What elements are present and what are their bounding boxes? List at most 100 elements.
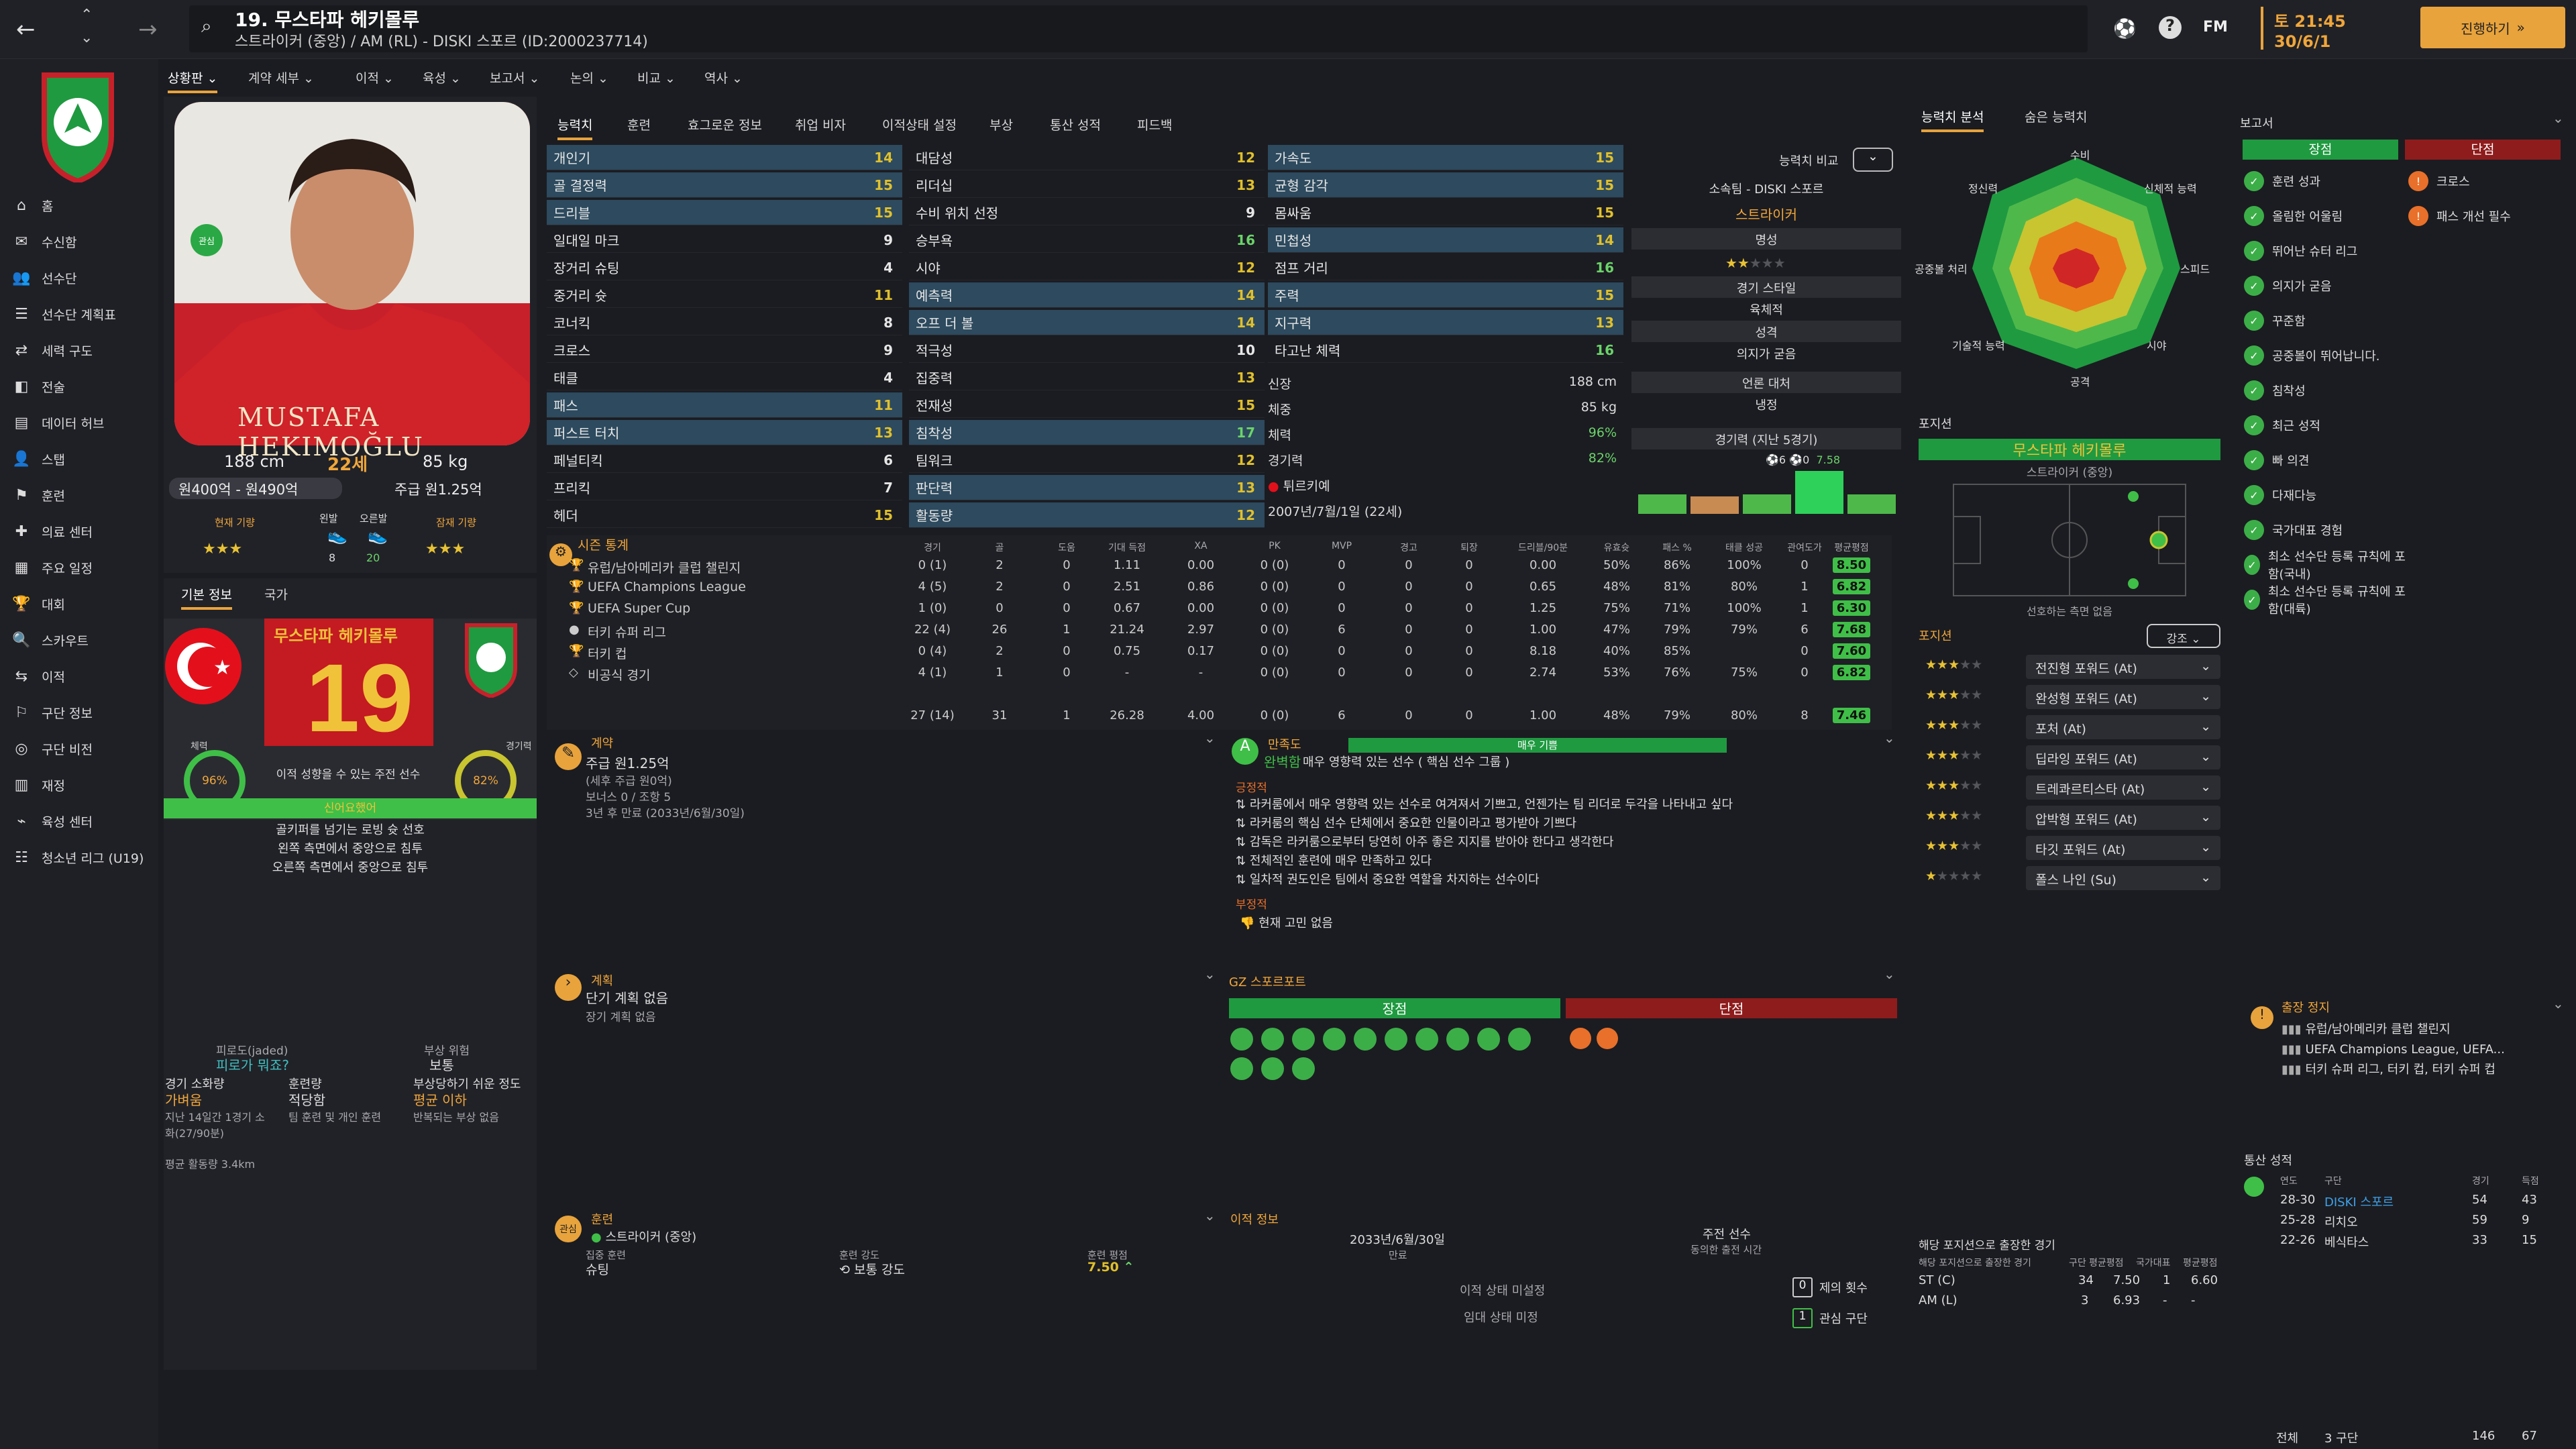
- attribute-row[interactable]: 집중력 13: [909, 365, 1265, 390]
- suspension-title[interactable]: 출장 정지: [2282, 1001, 2330, 1015]
- plans-title[interactable]: 계획: [591, 974, 614, 988]
- attribute-row[interactable]: 페널티킥 6: [547, 447, 902, 473]
- help-icon[interactable]: ?: [2159, 16, 2182, 39]
- season-competition[interactable]: 터키 컵: [588, 647, 627, 661]
- attribute-row[interactable]: 몸싸움 15: [1268, 200, 1623, 225]
- soccer-ball-icon[interactable]: ⚽: [2113, 17, 2137, 40]
- chevron-up-icon[interactable]: ⌃: [80, 7, 93, 23]
- sidebar-item[interactable]: ✚ 의료 센터: [0, 514, 158, 549]
- search-icon[interactable]: ⌕: [201, 15, 212, 37]
- compare-dropdown[interactable]: ⌄: [1853, 148, 1893, 172]
- attribute-row[interactable]: 헤더 15: [547, 502, 902, 528]
- tab-basic-info[interactable]: 기본 정보: [181, 585, 232, 610]
- role-row[interactable]: ★★★★★ 타깃 포워드 (At) ⌄: [1919, 835, 2220, 861]
- role-select[interactable]: 딥라잉 포워드 (At) ⌄: [2026, 745, 2220, 769]
- strength-icon[interactable]: [1354, 1028, 1377, 1051]
- contract-title[interactable]: 계약: [591, 737, 614, 751]
- role-select[interactable]: 폴스 나인 (Su) ⌄: [2026, 866, 2220, 890]
- contract-chevron-icon[interactable]: ⌄: [1204, 730, 1216, 746]
- plans-chevron-icon[interactable]: ⌄: [1204, 966, 1216, 982]
- report-strength[interactable]: ✓ 훈련 성과: [2244, 168, 2412, 195]
- tab-nation[interactable]: 국가: [264, 588, 288, 602]
- role-row[interactable]: ★★★★★ 완성형 포워드 (At) ⌄: [1919, 684, 2220, 710]
- sidebar-item[interactable]: ▦ 주요 일정: [0, 550, 158, 585]
- attribute-row[interactable]: 주력 15: [1268, 282, 1623, 308]
- report-strength[interactable]: ✓ 공중볼이 뛰어납니다.: [2244, 342, 2412, 369]
- attribute-row[interactable]: 리더십 13: [909, 172, 1265, 198]
- attribute-row[interactable]: 판단력 13: [909, 475, 1265, 500]
- sidebar-item[interactable]: ⚑ 훈련: [0, 478, 158, 513]
- central-tab[interactable]: 취업 비자: [795, 118, 846, 133]
- report-strength[interactable]: ✓ 침착성: [2244, 377, 2412, 404]
- submenu-item[interactable]: 육성 ⌄: [423, 71, 461, 86]
- central-tab[interactable]: 효그로운 정보: [688, 118, 762, 133]
- attribute-row[interactable]: 가속도 15: [1268, 145, 1623, 170]
- central-tab[interactable]: 이적상태 설정: [882, 118, 957, 133]
- attribute-row[interactable]: 승부욕 16: [909, 227, 1265, 253]
- sidebar-item[interactable]: ✉ 수신함: [0, 224, 158, 259]
- submenu-item[interactable]: 역사 ⌄: [704, 71, 743, 86]
- career-club[interactable]: DISKI 스포르: [2324, 1195, 2394, 1210]
- role-select[interactable]: 트레콰르티스타 (At) ⌄: [2026, 775, 2220, 800]
- positions-title[interactable]: 포지션: [1919, 629, 1952, 643]
- sidebar-item[interactable]: ☰ 선수단 계획표: [0, 297, 158, 331]
- sidebar-item[interactable]: 👥 선수단: [0, 260, 158, 295]
- sidebar-item[interactable]: ⚐ 구단 정보: [0, 695, 158, 730]
- strength-icon[interactable]: [1446, 1028, 1469, 1051]
- season-competition[interactable]: 비공식 경기: [588, 668, 651, 683]
- career-club[interactable]: 베식타스: [2324, 1236, 2369, 1250]
- sidebar-item[interactable]: ⌁ 육성 센터: [0, 804, 158, 839]
- sidebar-item[interactable]: ⌂ 홈: [0, 188, 158, 223]
- gz-title[interactable]: GZ 스포르포트: [1229, 975, 1306, 989]
- sidebar-item[interactable]: ◧ 전술: [0, 369, 158, 404]
- role-select[interactable]: 타깃 포워드 (At) ⌄: [2026, 836, 2220, 860]
- attribute-row[interactable]: 크로스 9: [547, 337, 902, 363]
- submenu-item[interactable]: 상황판 ⌄: [168, 68, 218, 93]
- central-tab[interactable]: 피드백: [1137, 118, 1173, 133]
- attribute-row[interactable]: 오프 더 볼 14: [909, 310, 1265, 335]
- report-strength[interactable]: ✓ 다재다능: [2244, 482, 2412, 508]
- attribute-row[interactable]: 장거리 슈팅 4: [547, 255, 902, 280]
- back-arrow-icon[interactable]: ←: [16, 16, 36, 43]
- report-chevron-icon[interactable]: ⌄: [2553, 110, 2564, 126]
- submenu-item[interactable]: 논의 ⌄: [570, 71, 608, 86]
- submenu-item[interactable]: 비교 ⌄: [637, 71, 676, 86]
- role-select[interactable]: 전진형 포워드 (At) ⌄: [2026, 655, 2220, 679]
- sidebar-item[interactable]: ⇄ 세력 구도: [0, 333, 158, 368]
- attribute-row[interactable]: 민첩성 14: [1268, 227, 1623, 253]
- transfer-title[interactable]: 이적 정보: [1230, 1213, 1279, 1227]
- attribute-row[interactable]: 중거리 슛 11: [547, 282, 902, 308]
- report-strength[interactable]: ✓ 국가대표 경험: [2244, 517, 2412, 543]
- strength-icon[interactable]: [1261, 1028, 1284, 1051]
- attribute-row[interactable]: 침착성 17: [909, 420, 1265, 445]
- report-strength[interactable]: ✓ 최근 성적: [2244, 412, 2412, 439]
- report-weakness[interactable]: ! 크로스: [2408, 168, 2563, 195]
- role-select[interactable]: 포처 (At) ⌄: [2026, 715, 2220, 739]
- role-select[interactable]: 완성형 포워드 (At) ⌄: [2026, 685, 2220, 709]
- gz-chevron-icon[interactable]: ⌄: [1884, 966, 1895, 982]
- strength-icon[interactable]: [1292, 1057, 1315, 1080]
- report-weakness[interactable]: ! 패스 개선 필수: [2408, 203, 2563, 229]
- attribute-row[interactable]: 시야 12: [909, 255, 1265, 280]
- strength-icon[interactable]: [1323, 1028, 1346, 1051]
- attribute-row[interactable]: 대담성 12: [909, 145, 1265, 170]
- chevron-down-icon[interactable]: ⌄: [80, 30, 93, 46]
- interest-badge[interactable]: 관심: [191, 224, 223, 256]
- sidebar-item[interactable]: 🏆 대회: [0, 586, 158, 621]
- attribute-row[interactable]: 코너킥 8: [547, 310, 902, 335]
- report-strength[interactable]: ✓ 뛰어난 슈터 리그: [2244, 237, 2412, 264]
- central-tab[interactable]: 통산 성적: [1050, 118, 1101, 133]
- attribute-row[interactable]: 개인기 14: [547, 145, 902, 170]
- strength-icon[interactable]: [1230, 1057, 1253, 1080]
- attribute-row[interactable]: 팀워크 12: [909, 447, 1265, 473]
- sidebar-item[interactable]: ▤ 데이터 허브: [0, 405, 158, 440]
- strength-icon[interactable]: [1292, 1028, 1315, 1051]
- season-competition[interactable]: UEFA Super Cup: [588, 601, 691, 616]
- value-pill[interactable]: [169, 478, 342, 499]
- happiness-chevron-icon[interactable]: ⌄: [1884, 730, 1895, 746]
- role-row[interactable]: ★★★★★ 전진형 포워드 (At) ⌄: [1919, 653, 2220, 680]
- attribute-row[interactable]: 일대일 마크 9: [547, 227, 902, 253]
- happiness-title[interactable]: 만족도: [1268, 738, 1301, 752]
- sidebar-item[interactable]: ☷ 청소년 리그 (U19): [0, 840, 158, 875]
- attribute-row[interactable]: 태클 4: [547, 365, 902, 390]
